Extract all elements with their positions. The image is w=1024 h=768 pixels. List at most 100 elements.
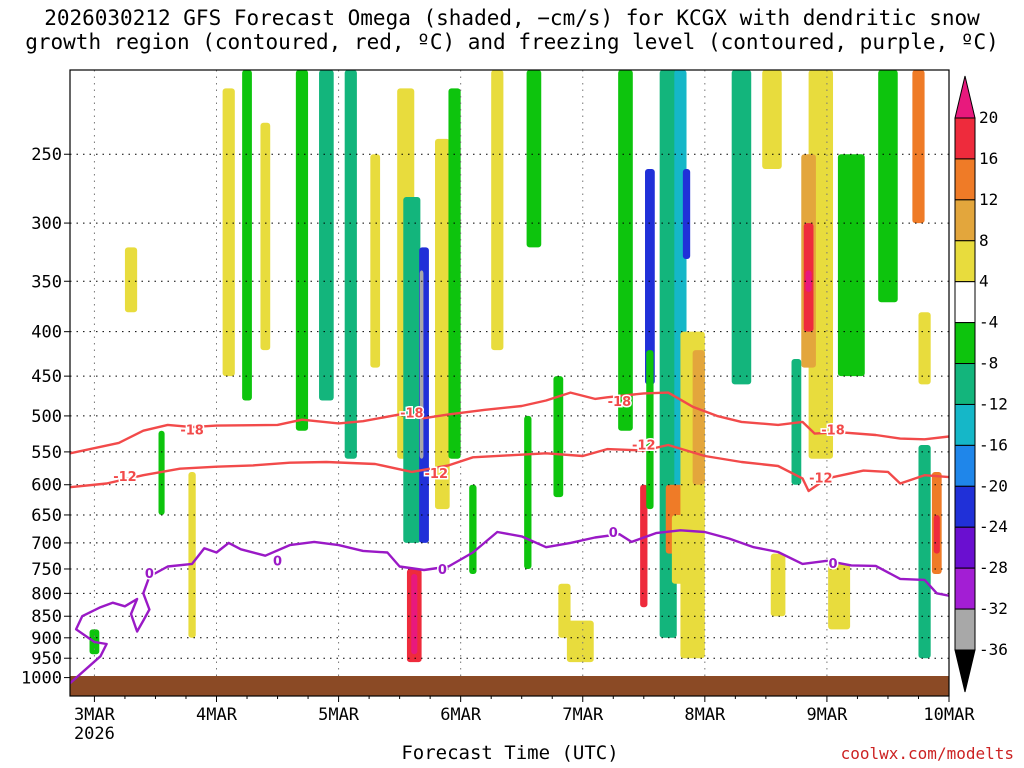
colorbar-band xyxy=(954,240,976,283)
omega-cell xyxy=(491,70,504,351)
colorbar-top-arrow xyxy=(954,75,976,119)
contour-label: 0 xyxy=(609,526,618,541)
colorbar-label: -28 xyxy=(979,558,1008,577)
omega-cell xyxy=(566,620,594,663)
omega-cell xyxy=(640,484,648,608)
colorbar-band xyxy=(954,485,976,528)
omega-cell xyxy=(370,154,381,368)
omega-cell xyxy=(469,484,477,574)
y-tick-label: 850 xyxy=(31,607,62,627)
omega-cell xyxy=(828,563,851,630)
colorbar-label: 4 xyxy=(979,272,989,291)
x-tick-label: 10MAR xyxy=(923,705,975,725)
y-tick-label: 500 xyxy=(31,407,62,427)
colorbar-band xyxy=(954,444,976,487)
y-tick-label: 550 xyxy=(31,443,62,463)
omega-cell xyxy=(222,88,235,377)
omega-cell xyxy=(762,70,782,170)
x-axis-title: Forecast Time (UTC) xyxy=(401,742,619,764)
y-tick-label: 750 xyxy=(31,560,62,580)
omega-cell xyxy=(933,514,940,554)
colorbar-label: -4 xyxy=(979,313,998,332)
y-tick-label: 700 xyxy=(31,534,62,554)
colorbar-band xyxy=(954,608,976,651)
y-tick-label: 600 xyxy=(31,476,62,496)
chart-title: 2026030212 GFS Forecast Omega (shaded, −… xyxy=(0,6,1024,54)
y-tick-label: 450 xyxy=(31,367,62,387)
omega-cell xyxy=(411,573,418,655)
y-tick-label: 950 xyxy=(31,649,62,669)
omega-cell xyxy=(805,270,812,292)
omega-cell xyxy=(419,270,424,459)
contour-label: -12 xyxy=(632,439,656,454)
contour-label: -12 xyxy=(425,467,449,482)
colorbar-label: -16 xyxy=(979,435,1008,454)
colorbar-band xyxy=(954,199,976,242)
grid-lines xyxy=(70,70,949,696)
colorbar-label: 20 xyxy=(979,108,998,127)
y-tick-label: 1000 xyxy=(21,669,62,689)
contour-label: 0 xyxy=(828,557,837,572)
colorbar-bottom-arrow xyxy=(954,649,976,693)
colorbar-label: -32 xyxy=(979,599,1008,618)
contour-label: 0 xyxy=(273,554,282,569)
omega-cell xyxy=(646,350,654,510)
omega-cell xyxy=(448,88,461,459)
x-tick-label: 5MAR xyxy=(318,705,360,725)
omega-cell xyxy=(918,312,931,385)
contour-label: -18 xyxy=(608,395,632,410)
omega-cell xyxy=(770,553,786,617)
omega-cell xyxy=(837,154,865,377)
plot-frame xyxy=(69,69,950,697)
x-tick-label: 7MAR xyxy=(562,705,604,725)
colorbar-band xyxy=(954,322,976,365)
omega-cell xyxy=(295,70,309,431)
colorbar-band xyxy=(954,403,976,446)
y-tick-label: 800 xyxy=(31,584,62,604)
contour-label: 0 xyxy=(438,563,447,578)
colorbar-band xyxy=(954,363,976,405)
omega-cell xyxy=(260,122,271,351)
omega-cell xyxy=(682,169,691,260)
colorbar-label: -12 xyxy=(979,394,1008,413)
x-tick-label: 4MAR xyxy=(196,705,238,725)
colorbar-band xyxy=(954,158,976,201)
x-tick-label: 3MAR xyxy=(74,705,116,725)
colorbar-band xyxy=(954,567,976,610)
omega-cell xyxy=(645,169,655,385)
colorbar-label: -8 xyxy=(979,354,998,373)
colorbar-label: -36 xyxy=(979,640,1008,659)
x-tick-label: 8MAR xyxy=(684,705,726,725)
omega-cell xyxy=(618,70,633,431)
colorbar-label: -20 xyxy=(979,476,1008,495)
omega-cell xyxy=(319,70,334,401)
contour-label: -12 xyxy=(809,471,833,486)
colorbar-label: 12 xyxy=(979,190,998,209)
omega-cell xyxy=(344,70,357,459)
y-tick-label: 400 xyxy=(31,323,62,343)
contour-label: -18 xyxy=(821,424,845,439)
y-tick-label: 250 xyxy=(31,145,62,165)
colorbar-band xyxy=(954,117,976,160)
title-line-2: growth region (contoured, red, ºC) and f… xyxy=(25,30,999,54)
omega-cell xyxy=(526,70,542,248)
y-tick-label: 650 xyxy=(31,506,62,526)
contours: -18 -18 -18 -18 -12 -12 -12 -12 0 0 0 0 0 xyxy=(70,391,949,685)
omega-cell xyxy=(435,138,450,510)
omega-cell xyxy=(553,376,564,498)
omega-cell xyxy=(918,444,931,659)
axes: 2503003504004505005506006507007508008509… xyxy=(21,145,975,744)
y-tick-label: 300 xyxy=(31,214,62,234)
contour-label: -18 xyxy=(400,407,424,422)
contour-label: 0 xyxy=(145,567,154,582)
omega-cell xyxy=(188,471,196,638)
contour-dendritic-minus12 xyxy=(70,443,949,493)
contour-freezing-level-0 xyxy=(70,529,949,685)
omega-shading xyxy=(89,70,942,663)
colorbar-band xyxy=(954,526,976,569)
omega-cell xyxy=(878,70,898,303)
credit-link[interactable]: coolwx.com/modelts xyxy=(840,744,1014,763)
omega-cell xyxy=(403,197,421,543)
x-tick-label: 6MAR xyxy=(440,705,482,725)
